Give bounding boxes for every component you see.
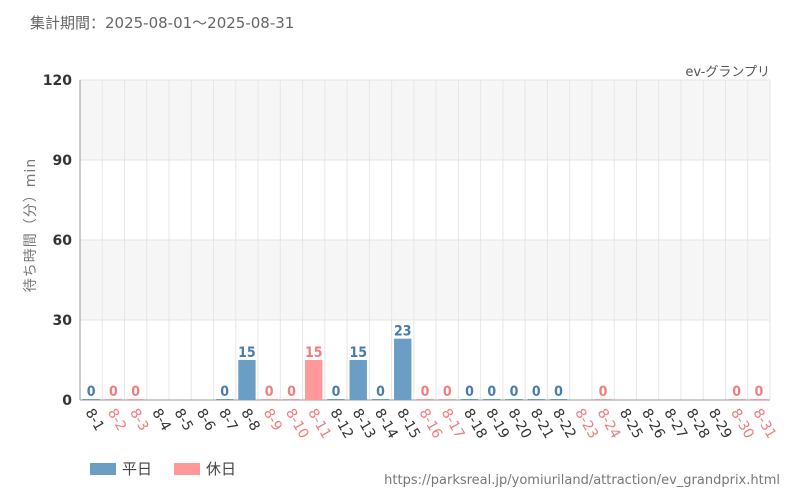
bar bbox=[727, 399, 746, 400]
data-label: 0 bbox=[131, 384, 140, 400]
x-tick-label: 8-2 bbox=[104, 406, 129, 434]
data-label: 15 bbox=[238, 345, 256, 361]
holiday-swatch bbox=[174, 462, 201, 475]
x-tick-label: 8-7 bbox=[215, 406, 240, 434]
data-label: 0 bbox=[109, 384, 118, 400]
bar bbox=[438, 399, 456, 400]
y-tick-label: 30 bbox=[53, 313, 73, 329]
bar bbox=[327, 399, 345, 400]
source-url: https://parksreal.jp/yomiuriland/attract… bbox=[384, 473, 780, 488]
bar bbox=[215, 399, 234, 400]
bar bbox=[238, 360, 256, 400]
x-tick-label: 8-8 bbox=[237, 406, 262, 434]
data-label: 0 bbox=[487, 384, 496, 400]
data-label: 15 bbox=[305, 345, 323, 361]
x-tick-label: 8-9 bbox=[260, 406, 285, 434]
data-label: 0 bbox=[443, 384, 452, 400]
grid-band bbox=[80, 240, 770, 320]
grid-band bbox=[80, 80, 770, 160]
period-label: 集計期間：2025-08-01～2025-08-31 bbox=[30, 14, 295, 32]
x-tick-label: 8-3 bbox=[126, 406, 151, 434]
bar bbox=[104, 399, 123, 400]
data-label: 0 bbox=[87, 384, 96, 400]
data-label: 0 bbox=[532, 384, 541, 400]
data-label: 0 bbox=[465, 384, 474, 400]
x-tick-label: 8-31 bbox=[749, 406, 779, 442]
data-label: 0 bbox=[287, 384, 296, 400]
bar bbox=[349, 360, 367, 400]
data-label: 0 bbox=[376, 384, 385, 400]
data-label: 15 bbox=[349, 345, 367, 361]
legend-label-weekday: 平日 bbox=[122, 460, 153, 478]
bar bbox=[527, 399, 545, 400]
bar bbox=[260, 399, 278, 400]
bar bbox=[750, 399, 768, 400]
y-tick-label: 90 bbox=[53, 153, 73, 169]
bar bbox=[394, 338, 412, 400]
bar bbox=[460, 399, 479, 400]
x-tick-label: 8-1 bbox=[82, 406, 107, 434]
bar bbox=[416, 399, 434, 400]
data-label: 0 bbox=[599, 384, 608, 400]
data-label: 0 bbox=[732, 384, 741, 400]
data-label: 0 bbox=[421, 384, 430, 400]
data-label: 0 bbox=[510, 384, 519, 400]
data-label: 0 bbox=[754, 384, 763, 400]
bar bbox=[371, 399, 390, 400]
bar bbox=[282, 399, 301, 400]
weekday-swatch bbox=[90, 462, 116, 475]
legend: 平日 休日 bbox=[90, 458, 236, 479]
bar bbox=[483, 399, 501, 400]
y-tick-label: 120 bbox=[43, 73, 72, 89]
bar bbox=[82, 399, 100, 400]
data-label: 0 bbox=[220, 384, 229, 400]
bar bbox=[505, 399, 523, 400]
legend-item-holiday[interactable]: 休日 bbox=[174, 458, 236, 479]
legend-label-holiday: 休日 bbox=[206, 460, 237, 478]
bar bbox=[549, 399, 568, 400]
x-tick-label: 8-6 bbox=[193, 406, 218, 434]
data-label: 0 bbox=[554, 384, 563, 400]
y-tick-label: 0 bbox=[62, 393, 72, 409]
bar bbox=[126, 399, 145, 400]
data-label: 0 bbox=[332, 384, 341, 400]
y-tick-label: 60 bbox=[53, 233, 73, 249]
data-label: 0 bbox=[265, 384, 274, 400]
x-tick-label: 8-5 bbox=[171, 406, 196, 434]
bar bbox=[594, 399, 612, 400]
bar bbox=[305, 360, 323, 400]
x-tick-label: 8-4 bbox=[148, 406, 173, 434]
data-label: 23 bbox=[394, 324, 412, 340]
legend-item-weekday[interactable]: 平日 bbox=[90, 458, 152, 479]
series-label: ev-グランプリ bbox=[685, 65, 770, 80]
